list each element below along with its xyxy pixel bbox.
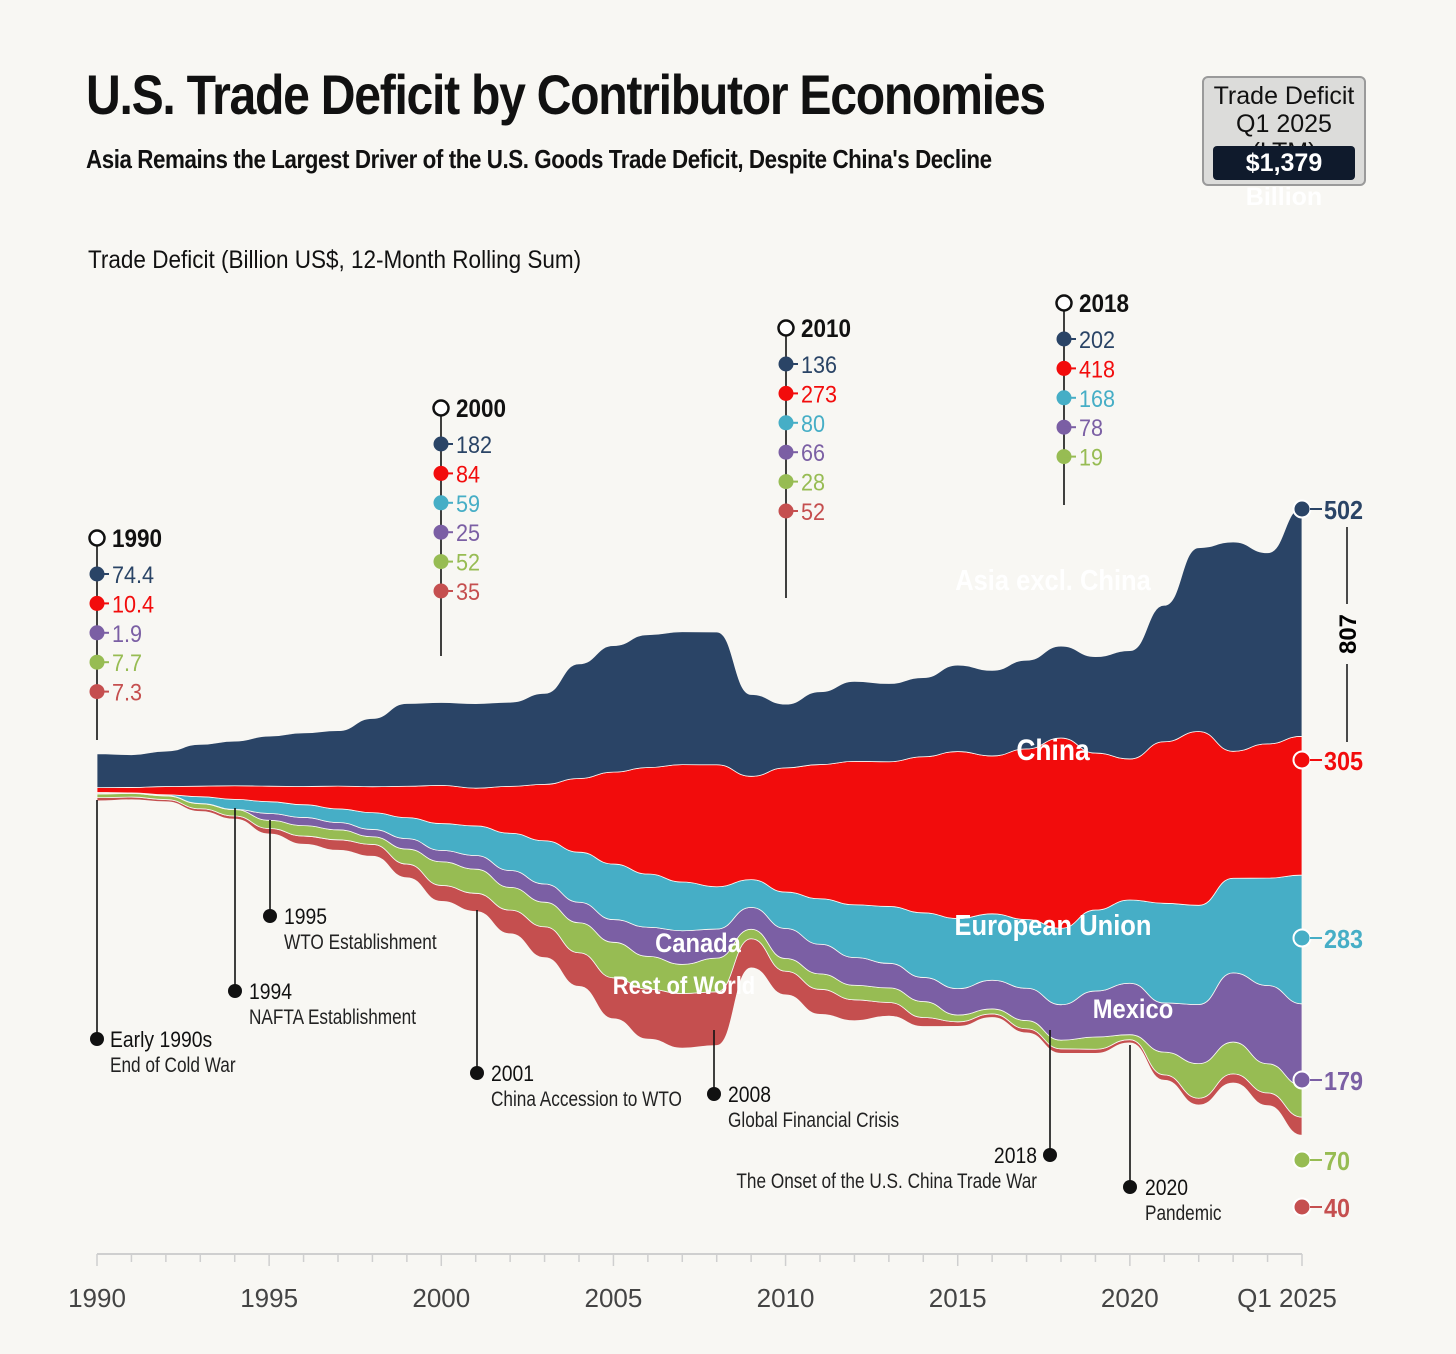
x-tick-label: Q1 2025 (1237, 1283, 1337, 1313)
callout-value: 80 (801, 410, 825, 437)
event-year: 2018 (994, 1144, 1037, 1168)
callout-value: 136 (801, 351, 837, 378)
callout-value: 59 (456, 490, 480, 517)
event-description: China Accession to WTO (491, 1089, 682, 1112)
callout-year: 2000 (456, 395, 506, 423)
callout-value: 418 (1079, 355, 1115, 382)
callout-year-marker (432, 399, 450, 417)
x-tick-label: 2010 (757, 1283, 815, 1313)
event-description: Pandemic (1145, 1203, 1222, 1226)
callout-value: 52 (801, 498, 825, 525)
end-value-label: 179 (1324, 1068, 1363, 1096)
series-label: Canada (655, 929, 742, 959)
callout-year-marker (1055, 294, 1073, 312)
end-value-dot (1292, 928, 1312, 948)
end-value-label: 40 (1324, 1195, 1350, 1223)
event-year: 1994 (249, 980, 292, 1004)
event-marker (1043, 1148, 1057, 1162)
chart-title: U.S. Trade Deficit by Contributor Econom… (86, 63, 1046, 126)
callout-year: 2018 (1079, 290, 1129, 318)
callout-value: 7.7 (112, 649, 142, 676)
series-label: Mexico (1093, 995, 1174, 1025)
end-value-dot (1292, 1070, 1312, 1090)
end-value-label: 305 (1324, 748, 1363, 776)
x-tick-label: 2005 (585, 1283, 643, 1313)
event-marker (470, 1066, 484, 1080)
callout-year-marker (777, 319, 795, 337)
end-value-dot (1292, 1197, 1312, 1217)
event-description: End of Cold War (110, 1055, 236, 1078)
callout-value: 84 (456, 460, 480, 487)
asia-excl-china-area (96, 507, 1303, 789)
event-marker (263, 909, 277, 923)
end-value-dot (1292, 499, 1312, 519)
callout-value: 182 (456, 431, 492, 458)
callout-value: 7.3 (112, 679, 142, 706)
series-label: Asia excl. China (955, 563, 1151, 596)
event-description: WTO Establishment (284, 932, 437, 955)
callout-value: 10.4 (112, 590, 154, 617)
event-year: 2020 (1145, 1176, 1188, 1200)
callout-value: 25 (456, 519, 480, 546)
callout-value: 19 (1079, 444, 1103, 471)
event-description: NAFTA Establishment (249, 1007, 417, 1030)
event-description: Global Financial Crisis (728, 1110, 899, 1133)
end-value-dot (1292, 750, 1312, 770)
total-box-value: $1,379 Billion (1213, 146, 1355, 211)
callout-value: 202 (1079, 326, 1115, 353)
bracket-total-label: 807 (1335, 614, 1362, 654)
callout-value: 273 (801, 380, 837, 407)
y-axis-label: Trade Deficit (Billion US$, 12-Month Rol… (88, 246, 582, 274)
chart-subtitle: Asia Remains the Largest Driver of the U… (86, 144, 992, 174)
callout-value: 1.9 (112, 620, 142, 647)
series-label: China (1016, 732, 1090, 766)
total-box-label: Trade Deficit (1213, 82, 1355, 110)
event-year: Early 1990s (110, 1028, 212, 1052)
event-marker (228, 984, 242, 998)
callout-year: 2010 (801, 315, 851, 343)
end-value-label: 283 (1324, 926, 1363, 954)
x-tick-label: 1995 (240, 1283, 298, 1313)
callout-value: 78 (1079, 414, 1103, 441)
series-label: European Union (955, 908, 1152, 941)
end-value-label: 502 (1324, 497, 1363, 525)
event-description: The Onset of the U.S. China Trade War (736, 1171, 1037, 1194)
total-deficit-box: Trade Deficit Q1 2025 (LTM) $1,379 Billi… (1202, 76, 1366, 211)
end-value-dot (1292, 1150, 1312, 1170)
callout-year-marker (88, 529, 106, 547)
callout-value: 35 (456, 578, 480, 605)
callout-value: 52 (456, 549, 480, 576)
x-tick-label: 1990 (68, 1283, 126, 1313)
series-label: Rest of World (613, 972, 756, 1000)
callout-value: 74.4 (112, 561, 154, 588)
callout-value: 28 (801, 469, 825, 496)
event-marker (707, 1087, 721, 1101)
end-value-label: 70 (1324, 1148, 1350, 1176)
x-tick-label: 2015 (929, 1283, 987, 1313)
event-year: 1995 (284, 905, 327, 929)
x-tick-label: 2000 (412, 1283, 470, 1313)
callout-value: 66 (801, 439, 825, 466)
x-tick-label: 2020 (1101, 1283, 1159, 1313)
event-year: 2001 (491, 1062, 534, 1086)
event-marker (90, 1032, 104, 1046)
event-year: 2008 (728, 1083, 771, 1107)
event-marker (1123, 1180, 1137, 1194)
callout-value: 168 (1079, 385, 1115, 412)
callout-year: 1990 (112, 525, 162, 553)
